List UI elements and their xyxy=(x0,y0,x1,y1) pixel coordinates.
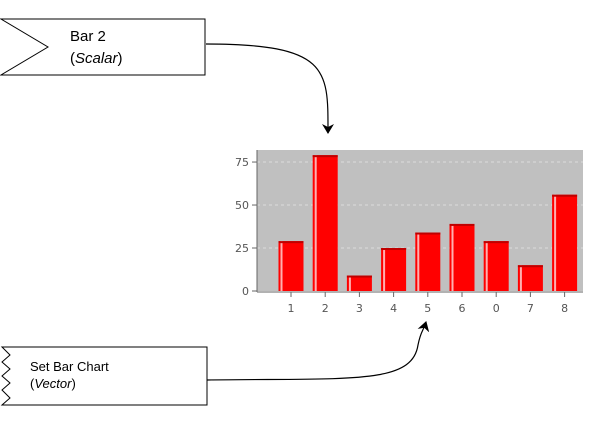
x-tick-label: 4 xyxy=(390,302,397,315)
bar-top-edge xyxy=(517,265,543,268)
callout-set-bar-chart[interactable]: Set Bar Chart (Vector) xyxy=(0,346,208,406)
arrow-bar2-to-chart xyxy=(205,43,335,134)
y-ticks: 0 25 50 75 xyxy=(235,156,257,298)
bar xyxy=(449,223,475,291)
y-tick-label: 0 xyxy=(242,285,249,298)
x-tick-label: 1 xyxy=(288,302,295,315)
callout-set-bar-chart-type: (Vector) xyxy=(30,376,76,391)
callout-set-bar-chart-shape xyxy=(0,346,208,406)
x-tick-label: 6 xyxy=(459,302,466,315)
callout-set-bar-chart-type-label: Vector xyxy=(34,376,72,391)
bar xyxy=(552,194,578,291)
callout-set-bar-chart-title: Set Bar Chart xyxy=(30,359,109,374)
arrow-set-bar-chart-to-chart xyxy=(206,321,430,381)
bar-highlight xyxy=(383,248,386,291)
bar-highlight xyxy=(314,155,317,291)
bar-top-edge xyxy=(552,194,578,197)
x-ticks: 1 2 3 4 5 6 0 7 8 xyxy=(288,292,568,315)
bar-top-edge xyxy=(449,223,475,226)
bar-top-edge xyxy=(483,241,509,244)
bar-top-edge xyxy=(278,241,304,244)
bar-highlight xyxy=(554,194,557,291)
callout-bar2-type-label: Scalar xyxy=(75,50,119,67)
bar-top-edge xyxy=(312,155,338,158)
bar-highlight xyxy=(485,241,488,291)
bar-highlight xyxy=(519,265,522,291)
axes xyxy=(256,150,583,293)
bar-chart: 0 25 50 75 1 2 3 4 5 6 0 7 8 xyxy=(235,150,583,315)
bar xyxy=(483,241,509,291)
x-tick-label: 3 xyxy=(356,302,363,315)
bar-highlight xyxy=(417,232,420,291)
y-tick-label: 75 xyxy=(235,156,249,169)
bar xyxy=(415,232,441,291)
bars xyxy=(278,155,578,291)
bar xyxy=(312,155,338,291)
x-tick-label: 0 xyxy=(493,302,500,315)
bar xyxy=(278,241,304,291)
y-tick-label: 50 xyxy=(235,199,249,212)
bar-top-edge xyxy=(346,275,372,278)
bar-highlight xyxy=(451,223,454,291)
bar-top-edge xyxy=(415,232,441,235)
x-tick-label: 8 xyxy=(561,302,568,315)
x-tick-label: 2 xyxy=(322,302,329,315)
bar xyxy=(517,265,543,291)
x-tick-label: 5 xyxy=(424,302,431,315)
callout-bar2[interactable]: Bar 2 (Scalar) xyxy=(0,18,206,76)
bar xyxy=(346,275,372,291)
bar-highlight xyxy=(280,241,283,291)
bar-highlight xyxy=(348,275,351,291)
x-tick-label: 7 xyxy=(527,302,534,315)
callout-bar2-shape xyxy=(0,18,206,76)
bar xyxy=(381,248,407,291)
y-tick-label: 25 xyxy=(235,242,249,255)
callout-bar2-title: Bar 2 xyxy=(70,28,106,45)
callout-bar2-type: (Scalar) xyxy=(70,50,123,67)
bar-top-edge xyxy=(381,248,407,251)
